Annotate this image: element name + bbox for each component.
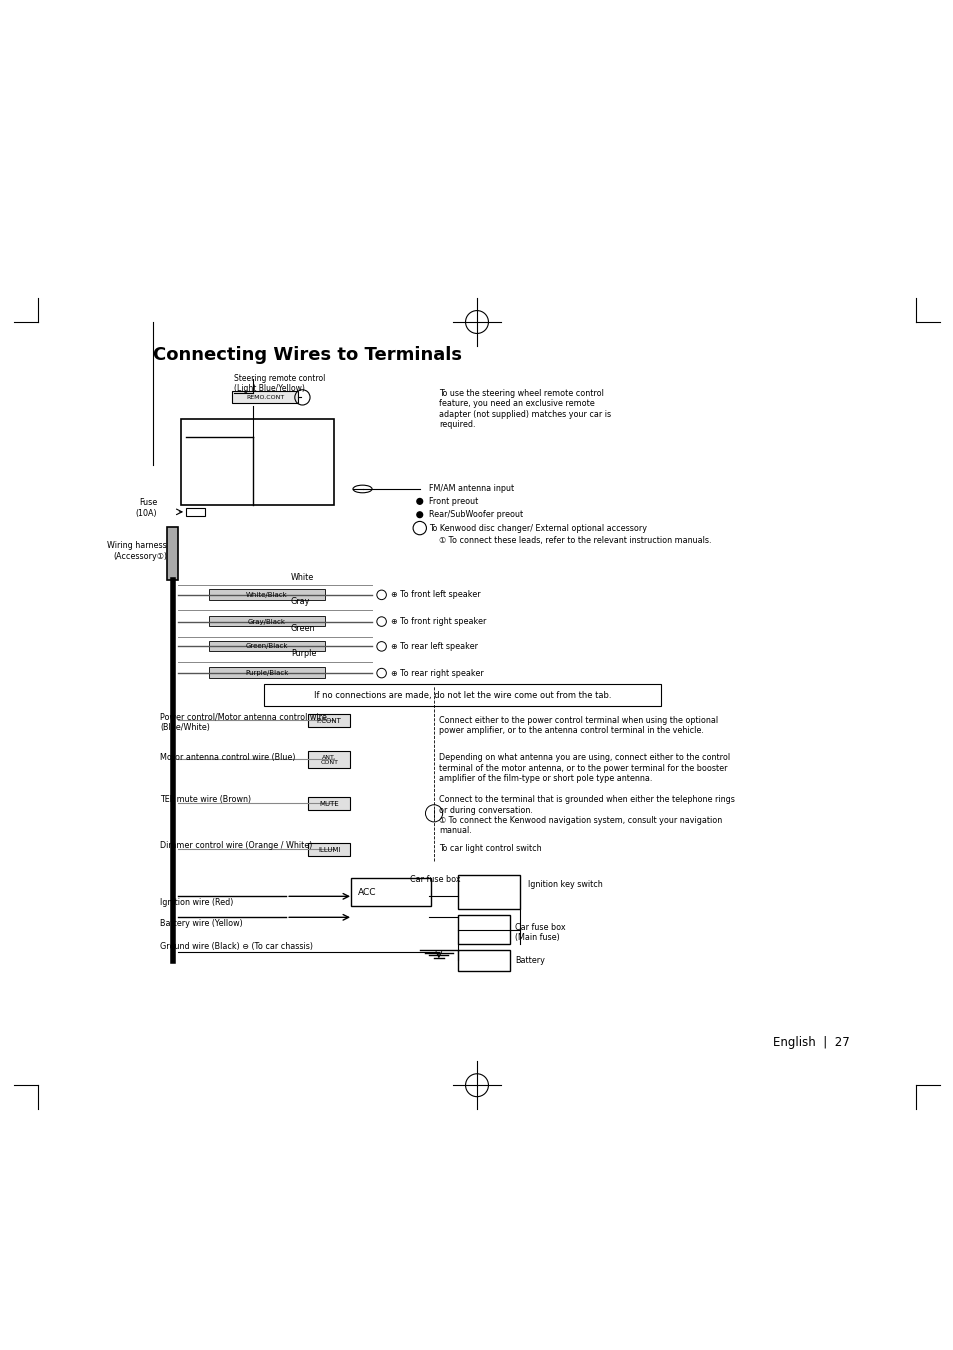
Text: Purple: Purple xyxy=(291,649,316,657)
Text: TEL mute wire (Brown): TEL mute wire (Brown) xyxy=(160,795,252,805)
FancyBboxPatch shape xyxy=(351,879,431,906)
Circle shape xyxy=(416,512,422,517)
Text: ⊕ To front left speaker: ⊕ To front left speaker xyxy=(391,590,480,599)
Text: ⊕ To front right speaker: ⊕ To front right speaker xyxy=(391,617,486,626)
FancyBboxPatch shape xyxy=(308,714,350,728)
Text: Car fuse box: Car fuse box xyxy=(410,875,460,884)
Text: Green/Black: Green/Black xyxy=(246,644,288,649)
FancyBboxPatch shape xyxy=(209,616,325,626)
Text: Connecting Wires to Terminals: Connecting Wires to Terminals xyxy=(152,346,461,365)
Text: Battery wire (Yellow): Battery wire (Yellow) xyxy=(160,918,243,927)
Text: To use the steering wheel remote control
feature, you need an exclusive remote
a: To use the steering wheel remote control… xyxy=(438,389,610,429)
Text: White/Black: White/Black xyxy=(246,591,288,598)
Text: Car fuse box
(Main fuse): Car fuse box (Main fuse) xyxy=(515,923,565,942)
Text: Depending on what antenna you are using, connect either to the control
terminal : Depending on what antenna you are using,… xyxy=(438,753,729,783)
Text: Fuse
(10A): Fuse (10A) xyxy=(135,498,157,518)
Text: Green: Green xyxy=(291,624,315,633)
Text: English  |  27: English | 27 xyxy=(772,1035,848,1049)
Text: Wiring harness
(Accessory①): Wiring harness (Accessory①) xyxy=(107,541,167,560)
Text: ILLUMI: ILLUMI xyxy=(317,846,340,853)
FancyBboxPatch shape xyxy=(232,390,297,404)
Text: REMO.CONT: REMO.CONT xyxy=(246,396,284,400)
Text: To Kenwood disc changer/ External optional accessory: To Kenwood disc changer/ External option… xyxy=(429,524,647,533)
Text: Ignition key switch: Ignition key switch xyxy=(527,880,601,890)
Text: Battery: Battery xyxy=(515,956,544,965)
FancyBboxPatch shape xyxy=(308,842,350,856)
Text: ⊕ To rear left speaker: ⊕ To rear left speaker xyxy=(391,641,477,651)
Text: Rear/SubWoofer preout: Rear/SubWoofer preout xyxy=(429,510,523,520)
Bar xyxy=(457,950,510,971)
Text: Power control/Motor antenna control wire
(Blue/White): Power control/Motor antenna control wire… xyxy=(160,713,327,732)
Text: ① To connect these leads, refer to the relevant instruction manuals.: ① To connect these leads, refer to the r… xyxy=(438,536,711,545)
Text: P.CONT: P.CONT xyxy=(316,718,341,724)
FancyBboxPatch shape xyxy=(308,796,350,810)
Bar xyxy=(457,875,519,909)
Text: To car light control switch: To car light control switch xyxy=(438,844,541,853)
Bar xyxy=(186,508,205,516)
FancyBboxPatch shape xyxy=(264,683,660,706)
Text: Connect either to the power control terminal when using the optional
power ampli: Connect either to the power control term… xyxy=(438,716,718,736)
Ellipse shape xyxy=(353,485,372,493)
Text: Connect to the terminal that is grounded when either the telephone rings
or duri: Connect to the terminal that is grounded… xyxy=(438,795,734,836)
FancyBboxPatch shape xyxy=(209,589,325,599)
Text: Ignition wire (Red): Ignition wire (Red) xyxy=(160,898,233,907)
Text: If no connections are made, do not let the wire come out from the tab.: If no connections are made, do not let t… xyxy=(314,691,611,699)
Text: Purple/Black: Purple/Black xyxy=(245,670,289,676)
Bar xyxy=(181,420,334,505)
Circle shape xyxy=(416,498,422,505)
FancyBboxPatch shape xyxy=(308,752,350,768)
Text: MUTE: MUTE xyxy=(319,801,338,807)
Text: Front preout: Front preout xyxy=(429,497,478,506)
Text: Dimmer control wire (Orange / White): Dimmer control wire (Orange / White) xyxy=(160,841,313,850)
Text: Gray: Gray xyxy=(291,597,310,606)
FancyBboxPatch shape xyxy=(209,641,325,651)
Text: Gray/Black: Gray/Black xyxy=(248,618,286,625)
Bar xyxy=(457,915,510,944)
Bar xyxy=(167,526,178,579)
Text: FM/AM antenna input: FM/AM antenna input xyxy=(429,485,514,494)
Text: White: White xyxy=(291,572,314,582)
Text: Ground wire (Black) ⊖ (To car chassis): Ground wire (Black) ⊖ (To car chassis) xyxy=(160,942,313,952)
Text: ACC: ACC xyxy=(357,888,375,896)
FancyBboxPatch shape xyxy=(209,667,325,678)
Text: ⊕ To rear right speaker: ⊕ To rear right speaker xyxy=(391,668,483,678)
Text: ANT.
CONT: ANT. CONT xyxy=(320,755,337,765)
Text: Motor antenna control wire (Blue): Motor antenna control wire (Blue) xyxy=(160,753,295,763)
Text: Steering remote control
(Light Blue/Yellow): Steering remote control (Light Blue/Yell… xyxy=(233,374,325,393)
